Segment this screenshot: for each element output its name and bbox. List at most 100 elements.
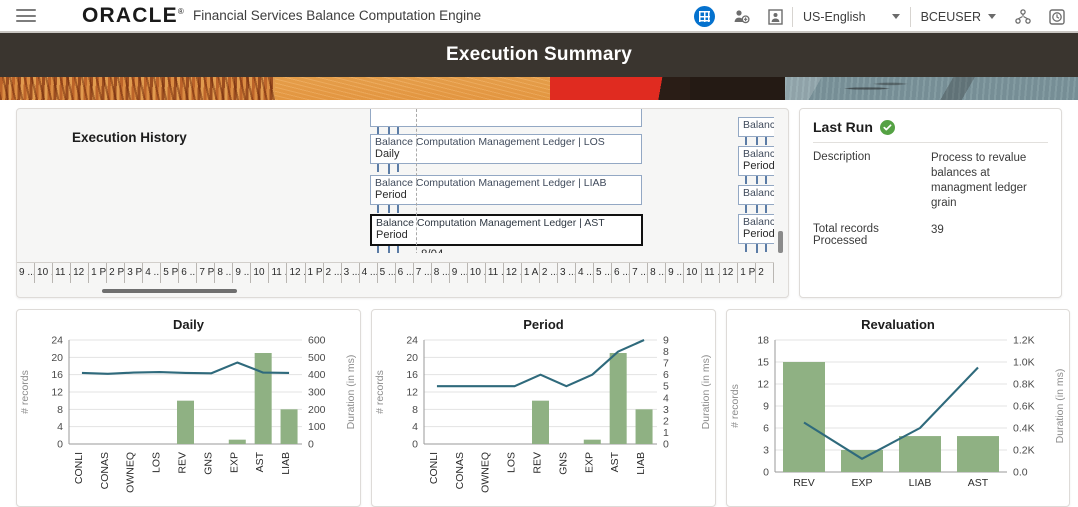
chart-title: Daily <box>172 317 205 332</box>
time-tick: 11 ... <box>53 263 72 283</box>
gantt-task-liab-period[interactable]: Balance Computation Management Ledger | … <box>370 175 642 205</box>
last-run-header: Last Run <box>813 119 1048 142</box>
y-tick-label: 0 <box>412 439 418 451</box>
x-tick-label: REV <box>532 452 544 474</box>
time-tick: 9 ... <box>450 263 468 283</box>
chart-bar[interactable] <box>783 362 825 472</box>
time-tick: 9 ... <box>17 263 36 283</box>
y2-tick-label: 5 <box>663 381 669 393</box>
x-tick-label: LIAB <box>909 477 932 489</box>
task-line1: Balance C <box>743 148 774 160</box>
chart-line[interactable] <box>436 339 645 388</box>
y2-tick-label: 1.0K <box>1013 357 1035 369</box>
y-tick-label: 9 <box>763 401 769 413</box>
apps-grid-icon[interactable] <box>694 6 716 27</box>
detail-label-description: Description <box>813 151 871 163</box>
y-tick-label: 12 <box>51 387 63 399</box>
oracle-logo[interactable]: ORACLE® <box>82 4 185 28</box>
chart-canvas-revaluation[interactable]: 0 3 6 9 12 15 18 0.0 0.2K 0.4K 0.6K 0.8K 1.0K 1.2K REV… <box>727 332 1069 502</box>
chart-revaluation: Revaluation 0 3 6 9 12 15 18 0.0 0.2K 0.4K 0.6K 0.8… <box>726 309 1070 507</box>
scrollbar-thumb[interactable] <box>102 289 237 293</box>
gantt-connector <box>388 246 390 253</box>
chart-bar[interactable] <box>899 436 941 472</box>
y-tick-label: 3 <box>763 445 769 457</box>
registered-mark: ® <box>177 6 185 16</box>
task-line1: Balance Computation Management Ledger | … <box>375 136 605 148</box>
x-tick-label: EXP <box>228 452 240 473</box>
user-menu[interactable]: BCEUSER <box>909 6 1006 27</box>
top-row: Execution History Balance Computation Ma… <box>16 108 1062 298</box>
x-tick-label: AST <box>609 451 621 472</box>
x-tick-label: GNS <box>557 452 569 475</box>
chart-bar[interactable] <box>841 450 883 472</box>
gantt-connector <box>756 205 758 213</box>
gantt-brace <box>377 246 399 253</box>
y2-tick-label: 2 <box>663 415 669 427</box>
y-axis-title: # records <box>729 384 741 428</box>
gantt-brace <box>745 137 767 145</box>
chart-canvas-daily[interactable]: 0 4 8 12 16 20 24 0 100 200 300 400 500 600 CONLI CONAS… <box>17 332 360 502</box>
language-selector[interactable]: US-English <box>792 6 910 27</box>
gantt-vertical-scrollbar[interactable] <box>777 121 784 253</box>
language-value: US-English <box>803 9 866 24</box>
chart-bar[interactable] <box>583 439 601 444</box>
gantt-task-partial-top[interactable] <box>370 109 642 127</box>
x-tick-label: CONAS <box>99 452 111 489</box>
gantt-brace <box>377 205 399 213</box>
chart-bar[interactable] <box>957 436 999 472</box>
time-tick: 7 ... <box>414 263 432 283</box>
hamburger-menu-icon[interactable] <box>16 6 36 26</box>
user-admin-icon[interactable] <box>733 8 750 25</box>
time-tick: 11 ... <box>702 263 721 283</box>
gantt-task-r1[interactable]: Balance C <box>738 117 774 137</box>
x-tick-label: CONLI <box>428 452 440 484</box>
gantt-plot-area[interactable]: Balance Computation Management Ledger | … <box>17 109 774 253</box>
chart-line[interactable] <box>803 366 979 460</box>
y-tick-label: 0 <box>763 467 769 479</box>
gantt-task-r3[interactable]: Balance C <box>738 185 774 205</box>
clock-icon[interactable] <box>1049 8 1065 25</box>
y2-tick-label: 6 <box>663 369 669 381</box>
time-tick: 1 PM <box>738 263 757 283</box>
gantt-time-axis[interactable]: 9 ...10 ...11 ...12 ...1 PM2 PM3 PM4 ...… <box>17 262 775 283</box>
task-line2: Period <box>376 228 408 241</box>
scrollbar-thumb[interactable] <box>778 231 783 253</box>
gantt-task-ast-period-selected[interactable]: Balance Computation Management Ledger | … <box>370 214 643 246</box>
gantt-date-label: 8/04 <box>421 249 443 253</box>
time-tick: 4 ... <box>143 263 162 283</box>
last-run-details: Description Process to revalue balances … <box>813 151 1048 247</box>
chart-bar[interactable] <box>254 353 272 444</box>
sitemap-icon[interactable] <box>1015 9 1031 24</box>
chart-bar[interactable] <box>177 400 194 444</box>
y2-tick-label: 4 <box>663 392 669 404</box>
time-tick: 12 ... <box>71 263 90 283</box>
x-tick-label: AST <box>968 477 989 489</box>
chart-bar[interactable] <box>532 400 549 444</box>
gantt-horizontal-scrollbar[interactable] <box>17 287 774 296</box>
gantt-brace <box>745 205 767 213</box>
gantt-task-r2[interactable]: Balance C Period <box>738 146 774 176</box>
chart-bar[interactable] <box>609 353 627 444</box>
chart-bar[interactable] <box>280 409 298 444</box>
y2-axis-title: Duration (in ms) <box>700 355 712 430</box>
gantt-brace <box>377 164 399 172</box>
time-tick: 3 PM <box>125 263 144 283</box>
banner-segment-blue-gray <box>785 77 1078 100</box>
id-card-icon[interactable] <box>768 8 783 25</box>
check-circle-icon <box>879 119 895 135</box>
chart-bar[interactable] <box>635 409 653 444</box>
chart-bar[interactable] <box>228 439 246 444</box>
chart-line[interactable] <box>81 361 290 375</box>
gantt-task-r4[interactable]: Balance C Period <box>738 214 774 244</box>
y2-tick-label: 0.6K <box>1013 401 1035 413</box>
time-tick: 2 <box>756 263 775 283</box>
application-header: ORACLE® Financial Services Balance Compu… <box>0 0 1078 33</box>
gantt-task-los-daily[interactable]: Balance Computation Management Ledger | … <box>370 134 642 164</box>
task-line2: Period <box>375 188 407 201</box>
y2-tick-label: 500 <box>308 352 326 364</box>
y2-tick-label: 0.8K <box>1013 379 1035 391</box>
y2-tick-label: 0 <box>308 439 314 451</box>
y-tick-label: 8 <box>412 404 418 416</box>
y2-tick-label: 600 <box>308 335 326 347</box>
